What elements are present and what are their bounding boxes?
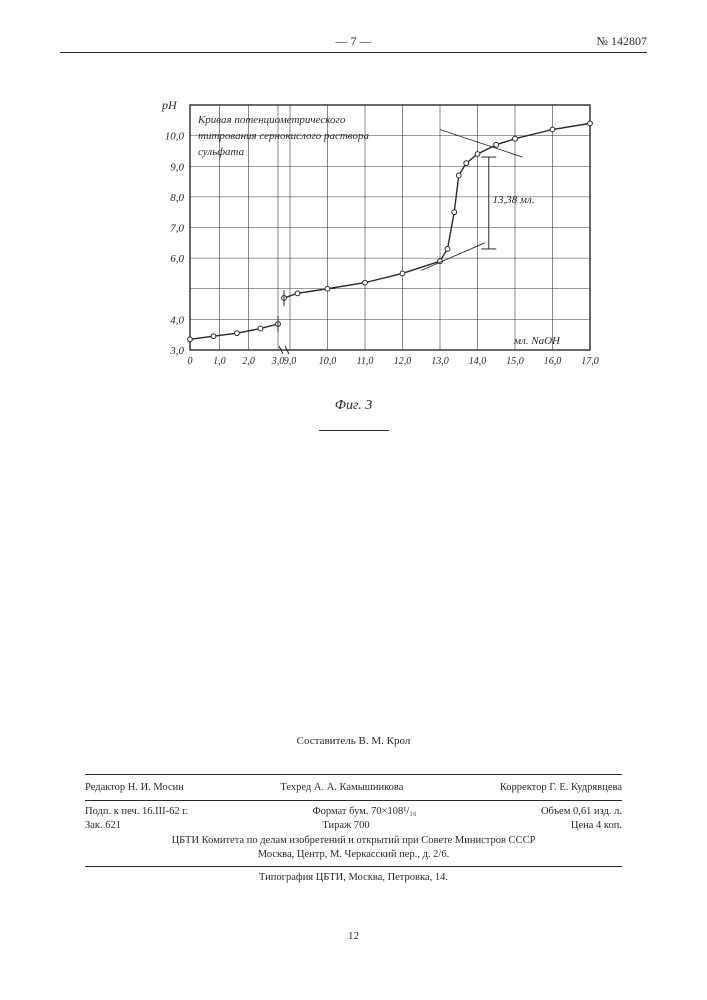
document-number: № 142807 bbox=[597, 34, 647, 49]
svg-text:16,0: 16,0 bbox=[544, 356, 562, 367]
figure-rule bbox=[319, 430, 389, 431]
svg-text:9,0: 9,0 bbox=[170, 161, 184, 173]
svg-text:8,0: 8,0 bbox=[170, 192, 184, 204]
printer-line: Типография ЦБТИ, Москва, Петровка, 14. bbox=[85, 872, 622, 883]
svg-text:7,0: 7,0 bbox=[170, 223, 184, 235]
header-rule bbox=[60, 52, 647, 53]
credits-rule-top bbox=[85, 774, 622, 775]
paper-format: Формат бум. 70×108¹/₁₆ bbox=[312, 806, 416, 817]
svg-text:12,0: 12,0 bbox=[394, 356, 412, 367]
svg-text:15,0: 15,0 bbox=[506, 356, 524, 367]
tech-editor: Техред А. А. Камышникова bbox=[280, 782, 403, 793]
org-line-2: Москва, Центр, М. Черкасский пер., д. 2/… bbox=[85, 848, 622, 862]
org-rule bbox=[85, 866, 622, 867]
svg-text:11,0: 11,0 bbox=[357, 356, 374, 367]
svg-text:9,0: 9,0 bbox=[284, 356, 297, 367]
credits-row: Редактор Н. И. Мосин Техред А. А. Камышн… bbox=[85, 782, 622, 793]
credits-rule-bottom bbox=[85, 800, 622, 801]
bottom-page-number: 12 bbox=[348, 930, 359, 942]
page: — 7 — № 142807 3,0 4,0 6,0 7,0 8,0 9,0 10,0 pH 0… bbox=[0, 0, 707, 1000]
svg-text:3,0: 3,0 bbox=[169, 345, 184, 357]
meta-row-2: Зак. 621 Тираж 700 Цена 4 коп. bbox=[85, 820, 622, 831]
svg-text:4,0: 4,0 bbox=[170, 314, 184, 326]
meta-row-1: Подп. к печ. 16.III-62 г. Формат бум. 70… bbox=[85, 806, 622, 817]
svg-text:Кривая потенциометрического: Кривая потенциометрического bbox=[197, 114, 346, 126]
org-line-1: ЦБТИ Комитета по делам изобретений и отк… bbox=[85, 834, 622, 848]
edition: Тираж 700 bbox=[322, 820, 369, 831]
svg-text:10,0: 10,0 bbox=[319, 356, 337, 367]
svg-text:0: 0 bbox=[188, 356, 193, 367]
price: Цена 4 коп. bbox=[571, 820, 622, 831]
chart-svg: 3,04,06,07,08,09,010,0pH01,02,03,09,010,… bbox=[135, 90, 605, 390]
svg-text:мл. NaOH: мл. NaOH bbox=[513, 335, 561, 347]
order-num: Зак. 621 bbox=[85, 820, 121, 831]
svg-text:титрования сернокислого раство: титрования сернокислого раствора bbox=[198, 130, 369, 142]
svg-text:6,0: 6,0 bbox=[170, 253, 184, 265]
svg-text:pH: pH bbox=[161, 98, 178, 112]
proofreader: Корректор Г. Е. Кудрявцева bbox=[500, 782, 622, 793]
page-number: — 7 — bbox=[336, 34, 372, 49]
svg-text:сульфата: сульфата bbox=[198, 146, 245, 158]
svg-text:14,0: 14,0 bbox=[469, 356, 487, 367]
svg-text:10,0: 10,0 bbox=[165, 131, 185, 143]
titration-chart: 3,04,06,07,08,09,010,0pH01,02,03,09,010,… bbox=[135, 90, 605, 390]
svg-text:1,0: 1,0 bbox=[213, 356, 226, 367]
svg-text:13,0: 13,0 bbox=[431, 356, 449, 367]
organization-block: ЦБТИ Комитета по делам изобретений и отк… bbox=[85, 834, 622, 861]
signed-date: Подп. к печ. 16.III-62 г. bbox=[85, 806, 188, 817]
svg-text:13,38 мл.: 13,38 мл. bbox=[493, 194, 535, 206]
svg-text:2,0: 2,0 bbox=[242, 356, 255, 367]
volume: Объем 0,61 изд. л. bbox=[541, 806, 622, 817]
compiler-line: Составитель В. М. Крол bbox=[297, 735, 411, 747]
editor: Редактор Н. И. Мосин bbox=[85, 782, 184, 793]
svg-text:17,0: 17,0 bbox=[581, 356, 599, 367]
svg-text:3,0: 3,0 bbox=[271, 356, 285, 367]
figure-label: Фиг. 3 bbox=[335, 398, 373, 414]
